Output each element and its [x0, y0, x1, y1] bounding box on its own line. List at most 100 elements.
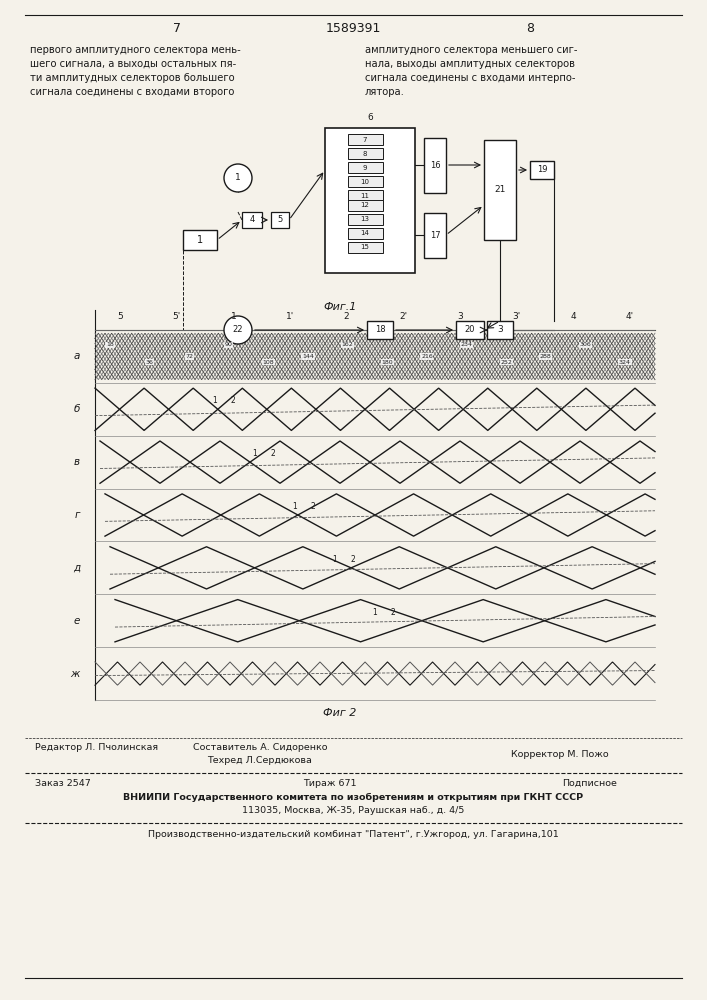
Text: ж: ж [71, 669, 80, 679]
Text: 216: 216 [421, 354, 433, 359]
Text: 36: 36 [146, 360, 153, 365]
Text: 11: 11 [361, 192, 370, 198]
Bar [484, 140, 516, 240]
Text: 252: 252 [501, 360, 512, 365]
Text: 7: 7 [173, 22, 181, 35]
Text: Тираж 671: Тираж 671 [303, 779, 357, 788]
Text: 15: 15 [361, 244, 370, 250]
Text: Корректор М. Пожо: Корректор М. Пожо [511, 750, 609, 759]
Bar [348, 176, 382, 187]
Text: 2': 2' [399, 312, 407, 321]
Text: 234: 234 [460, 342, 472, 347]
Text: 90: 90 [225, 342, 233, 347]
Text: а: а [74, 351, 80, 361]
Text: 4: 4 [571, 312, 576, 321]
Text: Подписное: Подписное [563, 779, 617, 788]
Text: 5: 5 [117, 312, 123, 321]
Text: 1589391: 1589391 [325, 22, 380, 35]
Bar [348, 148, 382, 159]
Text: 108: 108 [262, 360, 274, 365]
Text: 288: 288 [540, 354, 551, 359]
Text: е: е [74, 616, 80, 626]
Circle shape [224, 164, 252, 192]
Bar [348, 228, 382, 238]
Text: 3: 3 [497, 326, 503, 334]
Text: 8: 8 [526, 22, 534, 35]
Text: 180: 180 [382, 360, 393, 365]
Text: 19: 19 [537, 165, 547, 174]
Text: 10: 10 [361, 178, 370, 184]
Text: 22: 22 [233, 326, 243, 334]
Text: 18: 18 [106, 342, 114, 347]
Text: 2: 2 [391, 608, 395, 617]
Bar [348, 214, 382, 225]
Text: г: г [74, 510, 80, 520]
Bar [424, 213, 446, 257]
Text: в: в [74, 457, 80, 467]
Bar [348, 134, 382, 145]
Text: 2: 2 [230, 396, 235, 405]
Text: Техред Л.Сердюкова: Техред Л.Сердюкова [208, 756, 312, 765]
Text: б: б [74, 404, 80, 414]
Text: 2: 2 [310, 502, 315, 511]
Text: 14: 14 [361, 230, 370, 236]
Text: нала, выходы амплитудных селекторов: нала, выходы амплитудных селекторов [365, 59, 575, 69]
Text: 72: 72 [185, 354, 193, 359]
Text: Редактор Л. Пчолинская: Редактор Л. Пчолинская [35, 743, 158, 752]
Circle shape [224, 316, 252, 344]
Text: 144: 144 [302, 354, 314, 359]
Bar [456, 321, 484, 339]
Text: 9: 9 [363, 164, 367, 170]
Text: 1: 1 [332, 555, 337, 564]
Text: 5: 5 [277, 216, 283, 225]
Text: Заказ 2547: Заказ 2547 [35, 779, 90, 788]
Bar [242, 212, 262, 228]
Text: 17: 17 [430, 231, 440, 239]
Text: 1: 1 [235, 174, 241, 182]
Text: ти амплитудных селекторов большего: ти амплитудных селекторов большего [30, 73, 235, 83]
Text: 324: 324 [619, 360, 631, 365]
Text: 12: 12 [361, 202, 370, 208]
Bar [348, 200, 382, 211]
Text: Производственно-издательский комбинат "Патент", г.Ужгород, ул. Гагарина,101: Производственно-издательский комбинат "П… [148, 830, 559, 839]
Text: 16: 16 [430, 160, 440, 169]
Text: 18: 18 [375, 326, 385, 334]
Text: 162: 162 [341, 342, 354, 347]
Text: 2: 2 [351, 555, 356, 564]
Bar [367, 321, 393, 339]
Text: 2: 2 [344, 312, 349, 321]
Text: 8: 8 [363, 150, 367, 156]
Bar [348, 190, 382, 201]
Bar [183, 230, 217, 250]
Text: Составитель А. Сидоренко: Составитель А. Сидоренко [193, 743, 327, 752]
Text: первого амплитудного селектора мень-: первого амплитудного селектора мень- [30, 45, 241, 55]
Text: 21: 21 [494, 186, 506, 194]
Text: Фиг.1: Фиг.1 [323, 302, 357, 312]
Text: 113035, Москва, Ж-35, Раушская наб., д. 4/5: 113035, Москва, Ж-35, Раушская наб., д. … [242, 806, 464, 815]
Text: 306: 306 [580, 342, 591, 347]
Text: 13: 13 [361, 216, 370, 222]
Text: 1': 1' [286, 312, 294, 321]
Text: 20: 20 [464, 326, 475, 334]
Text: ВНИИПИ Государственного комитета по изобретениям и открытиям при ГКНТ СССР: ВНИИПИ Государственного комитета по изоб… [123, 793, 583, 802]
Text: 4': 4' [626, 312, 634, 321]
Text: 1: 1 [197, 235, 203, 245]
Text: 3: 3 [457, 312, 463, 321]
Text: 1: 1 [373, 608, 378, 617]
Text: сигнала соединены с входами второго: сигнала соединены с входами второго [30, 87, 235, 97]
Text: 5': 5' [173, 312, 181, 321]
Text: 4: 4 [250, 216, 255, 225]
Bar [487, 321, 513, 339]
Text: 3': 3' [513, 312, 521, 321]
Text: 7: 7 [363, 136, 367, 142]
Bar [348, 162, 382, 173]
Text: сигнала соединены с входами интерпо-: сигнала соединены с входами интерпо- [365, 73, 575, 83]
Text: 1: 1 [230, 312, 236, 321]
Text: 6: 6 [367, 112, 373, 121]
Text: 2: 2 [271, 449, 275, 458]
Text: лятора.: лятора. [365, 87, 405, 97]
Bar [348, 241, 382, 252]
Text: Фиг 2: Фиг 2 [323, 708, 357, 718]
Bar [325, 127, 415, 272]
Bar [271, 212, 289, 228]
